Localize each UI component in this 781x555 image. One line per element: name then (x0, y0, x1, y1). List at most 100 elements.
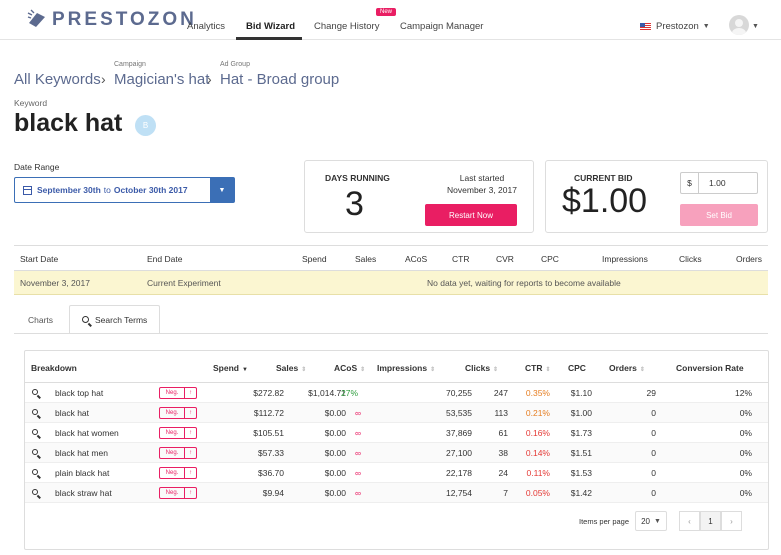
nav-campaign-manager[interactable]: Campaign Manager (400, 21, 484, 32)
date-range-end: October 30th 2017 (113, 185, 188, 195)
conversion-rate-value: 0% (739, 448, 752, 458)
arrow-up-icon: ↑ (189, 470, 192, 476)
chevron-right-icon: › (730, 516, 733, 526)
next-page-button[interactable]: › (721, 511, 742, 531)
header-conversion-rate: Conversion Rate (676, 363, 744, 373)
cpc-value: $1.42 (570, 488, 592, 498)
tab-charts[interactable]: Charts (28, 314, 54, 325)
negate-button[interactable]: Neg. ↑ (159, 447, 197, 459)
negate-button[interactable]: Neg. ↑ (159, 407, 197, 419)
search-icon[interactable] (32, 489, 38, 495)
orders-value: 29 (646, 388, 656, 398)
items-per-page-select[interactable]: 20 ▼ (635, 511, 667, 531)
cpc-value: $1.51 (570, 448, 592, 458)
header-impressions-sort[interactable]: Impressions ⇕ (377, 363, 435, 373)
table-row[interactable]: black top hat Neg. ↑ $272.82 $1,014.71 27… (25, 383, 768, 403)
experiment-no-data-message: No data yet, waiting for reports to beco… (427, 278, 621, 288)
page-button-current[interactable]: 1 (700, 511, 721, 531)
header-start-date: Start Date (20, 254, 59, 264)
header-acos: ACoS (405, 254, 428, 264)
top-navbar: PRESTOZON Analytics Bid Wizard Change Hi… (0, 0, 781, 40)
header-orders: Orders (736, 254, 762, 264)
orders-value: 0 (651, 408, 656, 418)
account-menu[interactable]: Prestozon ▼ (640, 21, 710, 32)
experiment-table-header: Start Date End Date Spend Sales ACoS CTR… (14, 245, 768, 271)
sales-value: $0.00 (324, 408, 346, 418)
spend-value: $9.94 (262, 488, 284, 498)
nav-bid-wizard[interactable]: Bid Wizard (246, 21, 295, 32)
negate-button[interactable]: Neg. ↑ (159, 387, 197, 399)
clicks-value: 24 (498, 468, 508, 478)
prev-page-button[interactable]: ‹ (679, 511, 700, 531)
date-range-to: to (103, 185, 111, 195)
tab-search-terms[interactable]: Search Terms (69, 305, 161, 334)
search-term: black hat (55, 408, 90, 418)
bid-input-value[interactable]: 1.00 (709, 178, 726, 188)
acos-value: ∞ (355, 408, 362, 418)
table-row[interactable]: plain black hat Neg. ↑ $36.70 $0.00 ∞ 22,… (25, 463, 768, 483)
conversion-rate-value: 0% (739, 488, 752, 498)
sort-icon: ⇕ (360, 367, 366, 373)
conversion-rate-value: 0% (739, 468, 752, 478)
sort-icon: ⇕ (301, 367, 307, 373)
acos-value: ∞ (355, 428, 362, 438)
breadcrumb-all-keywords[interactable]: All Keywords (14, 71, 101, 88)
header-acos-sort[interactable]: ACoS ⇕ (334, 363, 365, 373)
orders-value: 0 (651, 488, 656, 498)
table-row[interactable]: black hat men Neg. ↑ $57.33 $0.00 ∞ 27,10… (25, 443, 768, 463)
header-cpc: CPC (568, 363, 586, 373)
negate-button[interactable]: Neg. ↑ (159, 487, 197, 499)
table-row[interactable]: black hat women Neg. ↑ $105.51 $0.00 ∞ 37… (25, 423, 768, 443)
table-row[interactable]: black straw hat Neg. ↑ $9.94 $0.00 ∞ 12,7… (25, 483, 768, 503)
conversion-rate-value: 12% (734, 388, 752, 398)
header-ctr-sort[interactable]: CTR ⇕ (525, 363, 551, 373)
search-term: black top hat (55, 388, 104, 398)
header-cvr: CVR (496, 254, 514, 264)
negate-button[interactable]: Neg. ↑ (159, 467, 197, 479)
spend-value: $57.33 (258, 448, 284, 458)
conversion-rate-value: 0% (739, 408, 752, 418)
ctr-value: 0.05% (525, 488, 550, 498)
breadcrumb-campaign[interactable]: Magician's hat (114, 71, 210, 88)
bid-input[interactable]: $ 1.00 (680, 172, 758, 194)
nav-change-history[interactable]: Change History (314, 21, 380, 32)
avatar-caret-down-icon[interactable]: ▼ (752, 23, 759, 30)
impressions-value: 37,869 (446, 428, 472, 438)
impressions-value: 53,535 (446, 408, 472, 418)
impressions-value: 12,754 (446, 488, 472, 498)
caret-down-icon: ▼ (218, 186, 226, 194)
clicks-value: 61 (498, 428, 508, 438)
negate-button[interactable]: Neg. ↑ (159, 427, 197, 439)
spend-value: $105.51 (253, 428, 284, 438)
search-icon[interactable] (32, 429, 38, 435)
avatar[interactable] (729, 15, 749, 35)
breadcrumb-adgroup[interactable]: Hat - Broad group (220, 71, 340, 88)
clicks-value: 7 (503, 488, 508, 498)
date-range-picker[interactable]: September 30th to October 30th 2017 ▼ (14, 177, 235, 203)
search-icon[interactable] (32, 409, 38, 415)
date-range-dropdown-button[interactable]: ▼ (210, 178, 234, 202)
search-icon[interactable] (32, 469, 38, 475)
date-range-value[interactable]: September 30th to October 30th 2017 (15, 185, 210, 195)
header-spend-sort[interactable]: Spend ▼ (213, 363, 248, 373)
sort-desc-icon: ▼ (241, 367, 248, 373)
table-row[interactable]: black hat Neg. ↑ $112.72 $0.00 ∞ 53,535 1… (25, 403, 768, 423)
header-clicks-label: Clicks (465, 363, 491, 373)
items-per-page-value: 20 (641, 516, 650, 526)
sales-value: $0.00 (324, 488, 346, 498)
restart-now-button[interactable]: Restart Now (425, 204, 517, 226)
sort-icon: ⇕ (639, 367, 645, 373)
logo[interactable]: PRESTOZON (26, 9, 197, 31)
set-bid-button[interactable]: Set Bid (680, 204, 758, 226)
nav-analytics[interactable]: Analytics (187, 21, 226, 32)
search-icon[interactable] (32, 389, 38, 395)
days-running-title: DAYS RUNNING (325, 173, 390, 183)
experiment-start-date: November 3, 2017 (20, 278, 90, 288)
search-icon[interactable] (32, 449, 38, 455)
search-term: plain black hat (55, 468, 110, 478)
current-bid-value: $1.00 (562, 182, 648, 220)
header-sales-sort[interactable]: Sales ⇕ (276, 363, 306, 373)
header-impressions: Impressions (602, 254, 648, 264)
header-clicks-sort[interactable]: Clicks ⇕ (465, 363, 498, 373)
header-orders-sort[interactable]: Orders ⇕ (609, 363, 645, 373)
